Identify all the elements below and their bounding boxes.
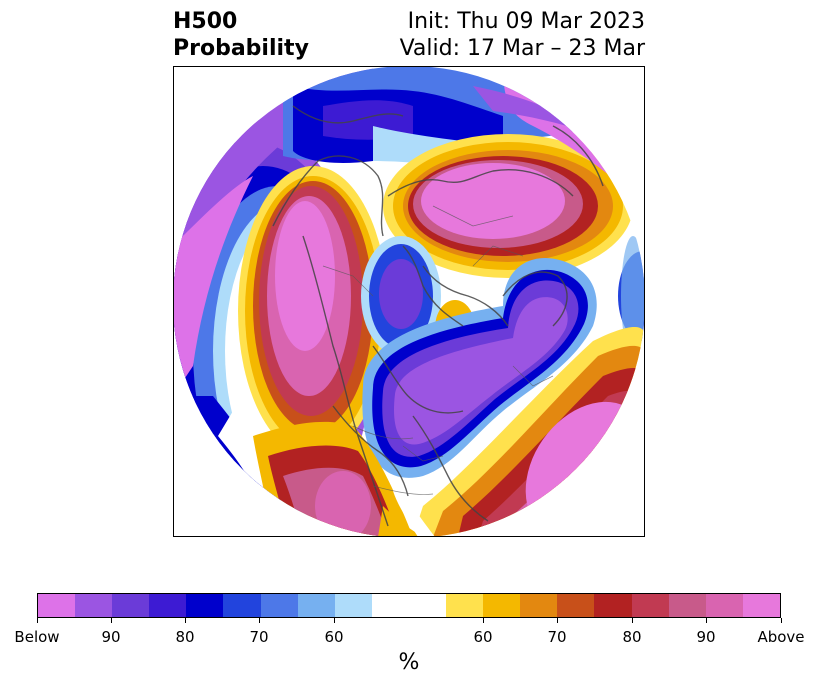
- colorbar-segment: [668, 594, 706, 617]
- colorbar-tick: [483, 618, 484, 623]
- colorbar-tick-label: 60: [324, 628, 344, 646]
- colorbar-tick: [781, 618, 782, 623]
- title-block: H500 Probability: [173, 8, 309, 62]
- colorbar-tick-label: 80: [622, 628, 642, 646]
- colorbar-segment: [334, 594, 372, 617]
- date-block: Init: Thu 09 Mar 2023 Valid: 17 Mar – 23…: [400, 8, 645, 62]
- colorbar-segment: [371, 594, 447, 617]
- title-variable: H500: [173, 9, 238, 34]
- colorbar-tick-label: Below: [14, 628, 60, 646]
- colorbar-segment: [223, 594, 261, 617]
- colorbar-segment: [260, 594, 298, 617]
- colorbar-segment: [149, 594, 187, 617]
- init-date: Init: Thu 09 Mar 2023: [407, 9, 645, 34]
- coastlines: [272, 105, 604, 527]
- probability-map: [173, 66, 645, 537]
- colorbar-segment: [705, 594, 743, 617]
- colorbar-tick: [706, 618, 707, 623]
- title-metric: Probability: [173, 36, 309, 61]
- country-borders: [322, 205, 554, 495]
- colorbar-segment: [75, 594, 113, 617]
- colorbar-tick: [185, 618, 186, 623]
- valid-range: Valid: 17 Mar – 23 Mar: [399, 36, 645, 61]
- colorbar-tick-label: 70: [249, 628, 269, 646]
- colorbar-tick: [632, 618, 633, 623]
- colorbar-segment: [742, 594, 780, 617]
- colorbar-tick-label: 80: [175, 628, 195, 646]
- colorbar-tick-label: 60: [473, 628, 493, 646]
- colorbar-tick: [37, 618, 38, 623]
- colorbar-segment: [186, 594, 224, 617]
- map-frame: [173, 66, 645, 537]
- colorbar-tick: [334, 618, 335, 623]
- colorbar-segment: [557, 594, 595, 617]
- colorbar-segment: [594, 594, 632, 617]
- colorbar-segment: [520, 594, 558, 617]
- siberia-above-region: [383, 134, 633, 278]
- colorbar-tick-label: 90: [101, 628, 121, 646]
- colorbar-segment: [38, 594, 76, 617]
- colorbar-tick-label: 70: [547, 628, 567, 646]
- colorbar-segment: [631, 594, 669, 617]
- colorbar-segment: [297, 594, 335, 617]
- colorbar: [37, 593, 781, 618]
- colorbar-segment: [446, 594, 484, 617]
- colorbar-segment: [483, 594, 521, 617]
- north-america-below-region: [362, 258, 597, 478]
- colorbar-tick-label: Above: [757, 628, 805, 646]
- colorbar-segment: [112, 594, 150, 617]
- colorbar-tick: [557, 618, 558, 623]
- colorbar-tick: [111, 618, 112, 623]
- colorbar-unit: %: [398, 650, 420, 675]
- colorbar-tick: [259, 618, 260, 623]
- colorbar-tick-label: 90: [696, 628, 716, 646]
- probability-field: [173, 66, 645, 537]
